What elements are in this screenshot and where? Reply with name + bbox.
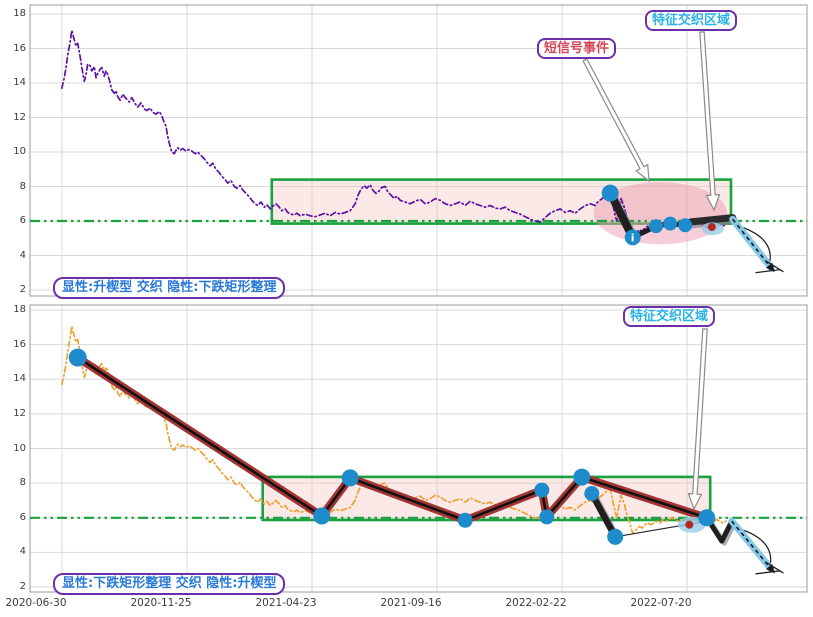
y-tick-label: 14 — [13, 373, 26, 385]
annotation-feature-zone-bottom: 特征交织区域 — [623, 306, 716, 327]
y-tick-label: 16 — [13, 338, 26, 350]
y-tick-label: 10 — [13, 442, 26, 454]
y-tick-label: 16 — [13, 42, 26, 54]
y-tick-label: 12 — [13, 407, 26, 419]
y-tick-label: 14 — [13, 77, 26, 88]
annotation-sms-signal-event: 短信号事件 — [537, 38, 617, 59]
annotation-feature-zone-top: 特征交织区域 — [645, 10, 738, 31]
y-tick-label: 2 — [19, 581, 26, 592]
x-tick-label: 2022-02-22 — [505, 597, 567, 609]
x-tick-label: 2021-04-23 — [255, 597, 317, 609]
x-tick-label: 2022-07-20 — [630, 597, 692, 609]
y-tick-label: 18 — [13, 304, 26, 315]
y-tick-label: 12 — [13, 111, 26, 123]
y-tick-label: 8 — [19, 180, 26, 192]
y-tick-label: 18 — [13, 8, 26, 19]
caption-bottom-panel: 显性:下跌矩形整理 交织 隐性:升楔型 — [53, 573, 286, 595]
y-tick-label: 2 — [19, 284, 26, 295]
x-tick-label: 2021-09-16 — [380, 597, 442, 609]
y-tick-label: 6 — [19, 215, 26, 226]
x-tick-label: 2020-11-25 — [130, 597, 192, 609]
y-tick-label: 10 — [13, 146, 26, 157]
y-tick-label: 6 — [19, 511, 26, 523]
y-tick-label: 8 — [19, 477, 26, 489]
x-tick-label: 2020-06-30 — [5, 597, 67, 609]
caption-top-panel: 显性:升楔型 交织 隐性:下跌矩形整理 — [53, 277, 286, 299]
svg-text:i: i — [631, 231, 635, 244]
y-tick-label: 4 — [19, 546, 26, 558]
y-tick-label: 4 — [19, 249, 26, 261]
